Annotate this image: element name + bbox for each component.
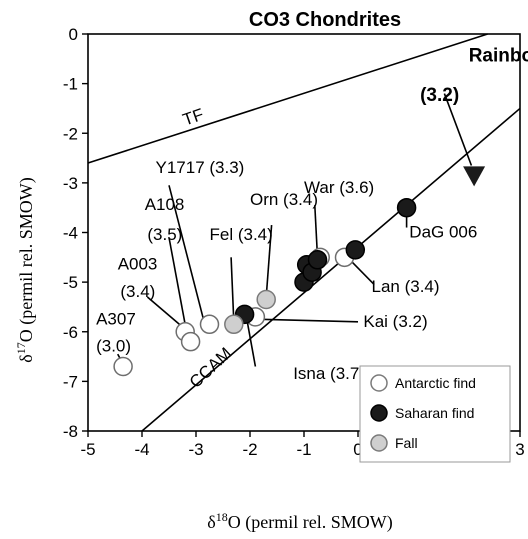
legend: Antarctic find Saharan find Fall <box>359 365 511 463</box>
x-axis-title-symbol: δ <box>207 512 215 532</box>
annotation-pointer <box>246 321 257 367</box>
reference-line-ccam <box>141 107 521 432</box>
x-axis-title-rest: O (permil rel. SMOW) <box>228 512 393 533</box>
legend-label-saharan: Saharan find <box>395 405 474 421</box>
annotation-label: Orn (3.4) <box>250 190 318 209</box>
y-tick-label: 0 <box>69 25 78 44</box>
y-tick-label: -3 <box>63 174 78 193</box>
x-axis-title: δ18O (permil rel. SMOW) <box>207 510 392 533</box>
data-points <box>113 166 486 377</box>
annotation-pointer <box>260 318 359 323</box>
annotation-label: Kai (3.2) <box>363 312 427 331</box>
annotation-label: A307 <box>96 309 136 328</box>
annotation-pointer <box>146 296 186 330</box>
y-axis-title-symbol: δ <box>16 354 36 362</box>
legend-marker-fall <box>370 434 388 452</box>
annotation-pointer <box>349 259 375 286</box>
annotation-label: A108 <box>145 195 185 214</box>
data-point-antarctic-find <box>180 331 201 352</box>
annotation-label: (3.2) <box>420 85 459 106</box>
x-tick-label: -3 <box>188 440 203 459</box>
x-tick-label: -2 <box>242 440 257 459</box>
x-tick-label: -1 <box>296 440 311 459</box>
y-axis-title: δ17O (permil rel. SMOW) <box>14 177 37 362</box>
annotation-pointer <box>230 257 235 322</box>
annotation-label: War (3.6) <box>304 178 374 197</box>
x-tick-label: 0 <box>353 440 362 459</box>
y-tick-label: -8 <box>63 422 78 441</box>
y-tick-label: -5 <box>63 273 78 292</box>
annotation-pointer <box>168 185 205 323</box>
y-axis-title-sup: 17 <box>14 342 28 354</box>
legend-label-fall: Fall <box>395 435 418 451</box>
y-tick-label: -2 <box>63 124 78 143</box>
y-tick-label: -7 <box>63 372 78 391</box>
annotation-label: DaG 006 <box>409 222 477 241</box>
x-tick-label: -5 <box>80 440 95 459</box>
x-axis-title-sup: 18 <box>216 510 228 524</box>
y-tick-label: -1 <box>63 75 78 94</box>
x-tick-label: 3 <box>515 440 524 459</box>
annotation-label: (3.5) <box>147 225 182 244</box>
reference-lines <box>87 33 521 432</box>
data-point-saharan-find <box>307 250 328 270</box>
reference-line-tf <box>87 33 488 164</box>
data-point-rainbow <box>463 166 486 187</box>
annotation-label: (3.0) <box>96 337 131 356</box>
x-tick-label: -4 <box>134 440 149 459</box>
annotation-pointer <box>443 93 473 166</box>
annotation-label: Rainbow <box>469 45 528 66</box>
data-point-fall <box>256 289 276 310</box>
annotation-label: Isna (3.7) <box>293 364 365 383</box>
y-tick-label: -6 <box>63 323 78 342</box>
chart-title: CO3 Chondrites <box>249 9 401 31</box>
annotation-label: Fel (3.4) <box>210 225 273 244</box>
annotation-label: A003 <box>118 255 158 274</box>
data-point-saharan-find <box>396 197 417 218</box>
annotation-label: (3.4) <box>120 282 155 301</box>
data-point-antarctic-find <box>113 356 133 377</box>
annotation-label: Lan (3.4) <box>372 277 440 296</box>
axes: -5-4-3-2-101230-1-2-3-4-5-6-7-8 <box>63 25 525 459</box>
y-tick-label: -4 <box>63 224 78 243</box>
data-point-fall <box>224 314 244 335</box>
data-point-antarctic-find <box>199 314 220 335</box>
legend-marker-saharan <box>370 404 388 422</box>
legend-marker-antarctic <box>370 374 388 392</box>
data-point-saharan-find <box>345 240 366 260</box>
y-axis-title-rest: O (permil rel. SMOW) <box>16 177 37 342</box>
annotation-pointer <box>265 224 273 298</box>
legend-label-antarctic: Antarctic find <box>395 375 476 391</box>
annotations: TFCCAMRainbow(3.2)War (3.6)Y1717 (3.3)Or… <box>96 45 528 391</box>
annotation-label: Y1717 (3.3) <box>156 158 245 177</box>
